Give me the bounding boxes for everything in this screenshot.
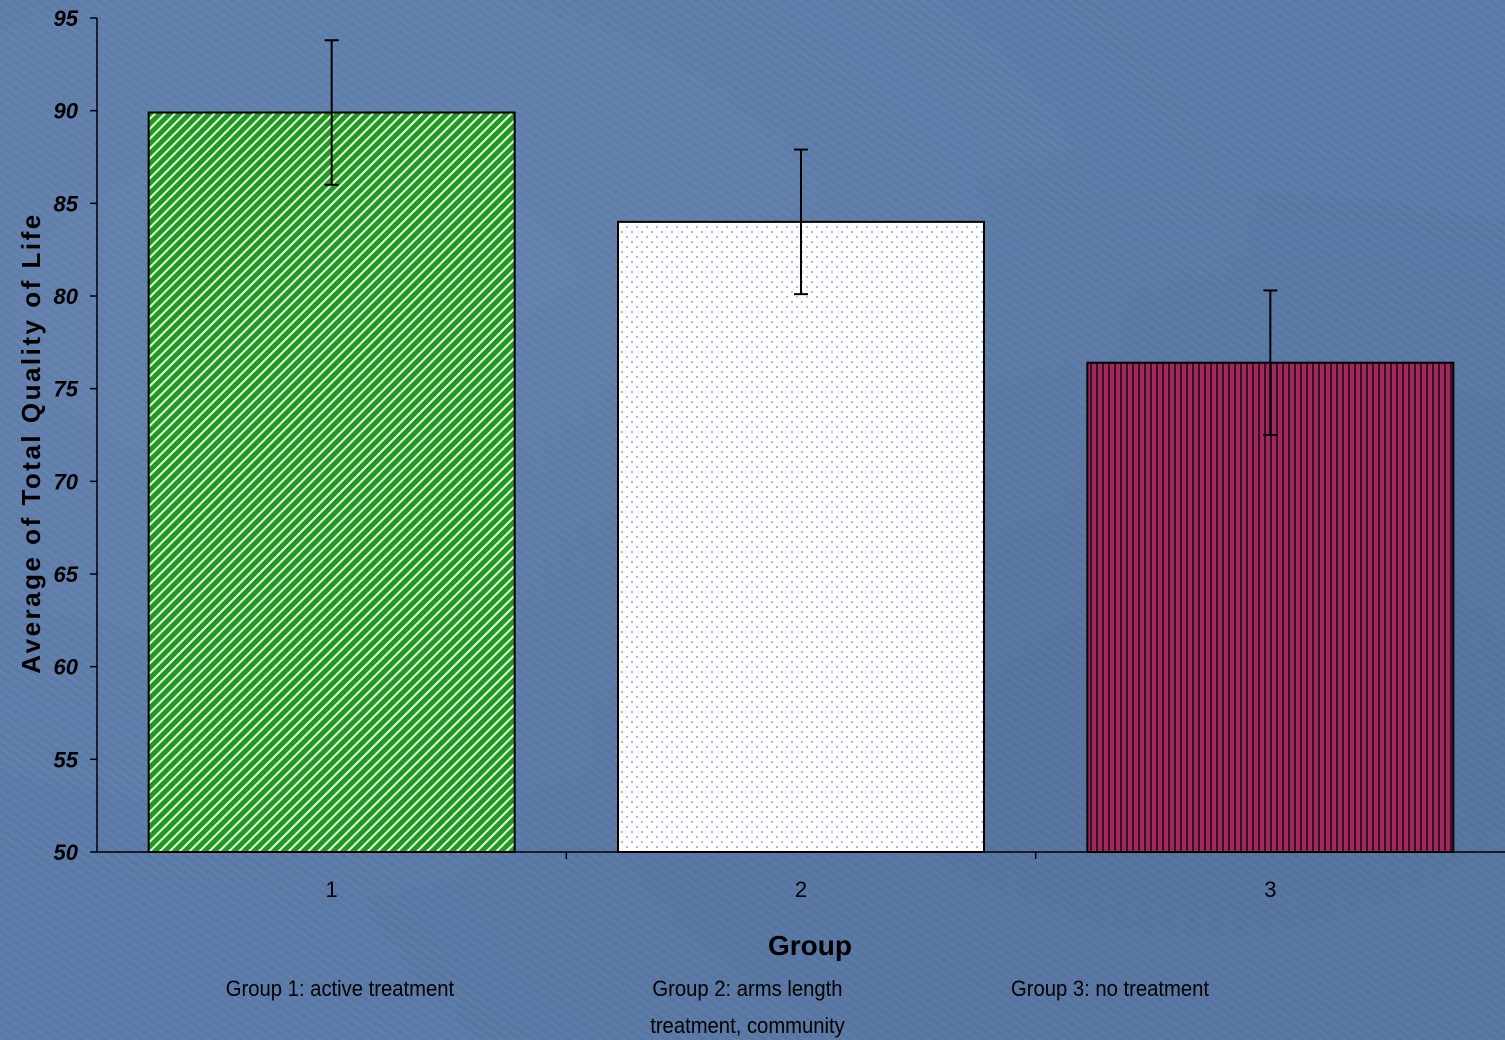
y-tick-label: 70: [54, 469, 79, 494]
y-tick-label: 50: [54, 840, 79, 865]
x-tick-label: 2: [795, 877, 807, 902]
y-tick-label: 55: [54, 747, 79, 772]
axes-layer: 1 2 3 50 55 60 65 70 75 80 85 90 95: [54, 6, 1505, 902]
y-tick-label: 85: [54, 191, 79, 216]
note-group-3: Group 3: no treatment: [1010, 976, 1210, 1001]
y-tick-label: 80: [54, 284, 79, 309]
bar-group-3: [1086, 361, 1455, 853]
note-group-2: Group 2: arms length treatment, communit…: [650, 976, 845, 1038]
x-axis-title: Group: [768, 930, 852, 961]
note-group-1: Group 1: active treatment: [225, 976, 455, 1001]
x-tick-label: 1: [326, 877, 338, 902]
bars-layer: [147, 111, 1455, 854]
y-axis-title: Average of Total Quality of Life: [16, 212, 46, 673]
x-tick-label: 3: [1264, 877, 1276, 902]
bar-group-2: [617, 220, 985, 854]
y-tick-label: 95: [54, 6, 79, 31]
bar-group-1: [147, 111, 516, 853]
error-bars-layer: [324, 39, 1278, 436]
y-tick-label: 65: [54, 562, 79, 587]
y-tick-label: 60: [54, 655, 79, 680]
y-tick-label: 75: [54, 377, 79, 402]
y-tick-label: 90: [54, 99, 79, 124]
